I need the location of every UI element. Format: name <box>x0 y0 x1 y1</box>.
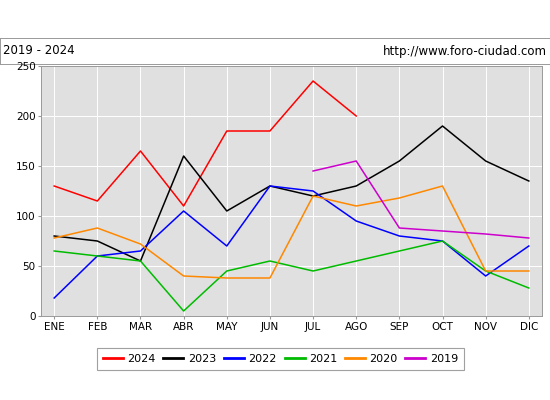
Legend: 2024, 2023, 2022, 2021, 2020, 2019: 2024, 2023, 2022, 2021, 2020, 2019 <box>97 348 464 370</box>
Text: Evolucion Nº Turistas Extranjeros en el municipio de Medina de Rioseco: Evolucion Nº Turistas Extranjeros en el … <box>27 12 523 26</box>
Text: http://www.foro-ciudad.com: http://www.foro-ciudad.com <box>383 44 547 58</box>
Text: 2019 - 2024: 2019 - 2024 <box>3 44 74 58</box>
